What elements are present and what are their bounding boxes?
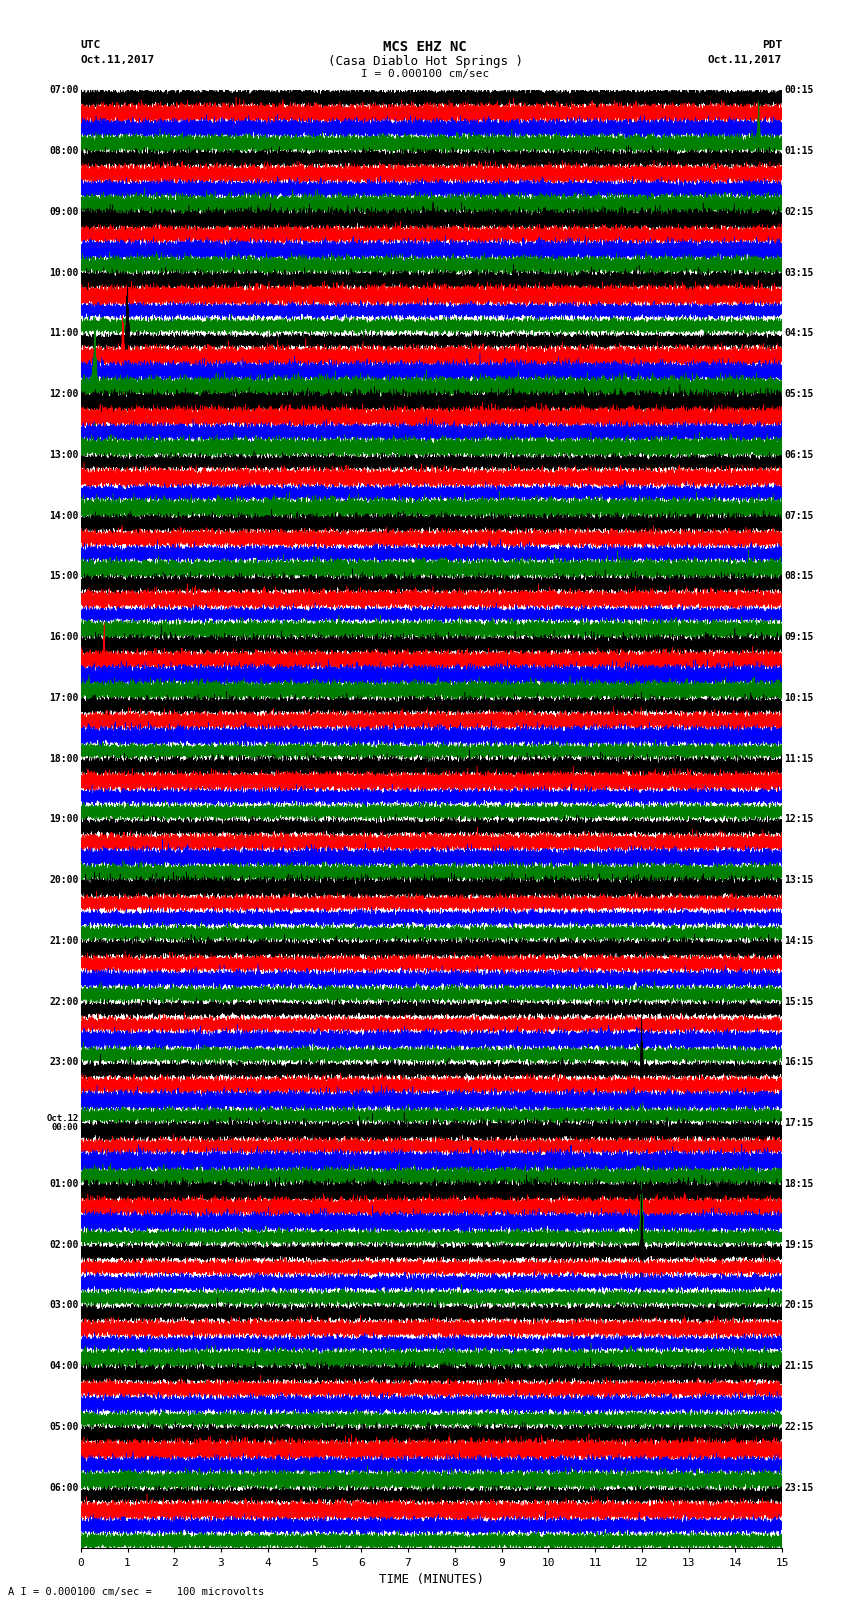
Text: 02:15: 02:15 [784, 206, 813, 216]
Text: 21:00: 21:00 [49, 936, 79, 945]
Text: 09:15: 09:15 [784, 632, 813, 642]
Text: 07:00: 07:00 [49, 85, 79, 95]
Text: 21:15: 21:15 [784, 1361, 813, 1371]
Text: 12:00: 12:00 [49, 389, 79, 398]
Text: 15:15: 15:15 [784, 997, 813, 1007]
Text: 00:00: 00:00 [52, 1123, 79, 1132]
Text: I = 0.000100 cm/sec: I = 0.000100 cm/sec [361, 69, 489, 79]
Text: 04:00: 04:00 [49, 1361, 79, 1371]
Text: 05:00: 05:00 [49, 1423, 79, 1432]
Text: 01:00: 01:00 [49, 1179, 79, 1189]
Text: 16:15: 16:15 [784, 1058, 813, 1068]
Text: 14:00: 14:00 [49, 511, 79, 521]
Text: 22:00: 22:00 [49, 997, 79, 1007]
Text: 10:00: 10:00 [49, 268, 79, 277]
Text: 23:00: 23:00 [49, 1058, 79, 1068]
Text: 20:15: 20:15 [784, 1300, 813, 1310]
Text: 12:15: 12:15 [784, 815, 813, 824]
Text: Oct.12: Oct.12 [47, 1115, 79, 1123]
Text: PDT: PDT [762, 40, 782, 50]
Text: 08:15: 08:15 [784, 571, 813, 581]
Text: 18:15: 18:15 [784, 1179, 813, 1189]
Text: 10:15: 10:15 [784, 694, 813, 703]
Text: 06:15: 06:15 [784, 450, 813, 460]
Text: (Casa Diablo Hot Springs ): (Casa Diablo Hot Springs ) [327, 55, 523, 68]
Text: 20:00: 20:00 [49, 876, 79, 886]
X-axis label: TIME (MINUTES): TIME (MINUTES) [379, 1573, 484, 1586]
Text: 06:00: 06:00 [49, 1482, 79, 1492]
Text: Oct.11,2017: Oct.11,2017 [708, 55, 782, 65]
Text: 04:15: 04:15 [784, 329, 813, 339]
Text: 17:00: 17:00 [49, 694, 79, 703]
Text: 11:00: 11:00 [49, 329, 79, 339]
Text: 23:15: 23:15 [784, 1482, 813, 1492]
Text: 07:15: 07:15 [784, 511, 813, 521]
Text: 02:00: 02:00 [49, 1240, 79, 1250]
Text: 03:00: 03:00 [49, 1300, 79, 1310]
Text: 03:15: 03:15 [784, 268, 813, 277]
Text: 13:15: 13:15 [784, 876, 813, 886]
Text: 22:15: 22:15 [784, 1423, 813, 1432]
Text: 17:15: 17:15 [784, 1118, 813, 1127]
Text: MCS EHZ NC: MCS EHZ NC [383, 40, 467, 55]
Text: 19:00: 19:00 [49, 815, 79, 824]
Text: A I = 0.000100 cm/sec =    100 microvolts: A I = 0.000100 cm/sec = 100 microvolts [8, 1587, 264, 1597]
Text: 15:00: 15:00 [49, 571, 79, 581]
Text: 00:15: 00:15 [784, 85, 813, 95]
Text: 09:00: 09:00 [49, 206, 79, 216]
Text: 16:00: 16:00 [49, 632, 79, 642]
Text: 18:00: 18:00 [49, 753, 79, 763]
Text: UTC: UTC [81, 40, 101, 50]
Text: 19:15: 19:15 [784, 1240, 813, 1250]
Text: 01:15: 01:15 [784, 147, 813, 156]
Text: 05:15: 05:15 [784, 389, 813, 398]
Text: Oct.11,2017: Oct.11,2017 [81, 55, 155, 65]
Text: 08:00: 08:00 [49, 147, 79, 156]
Text: 14:15: 14:15 [784, 936, 813, 945]
Text: 11:15: 11:15 [784, 753, 813, 763]
Text: 13:00: 13:00 [49, 450, 79, 460]
